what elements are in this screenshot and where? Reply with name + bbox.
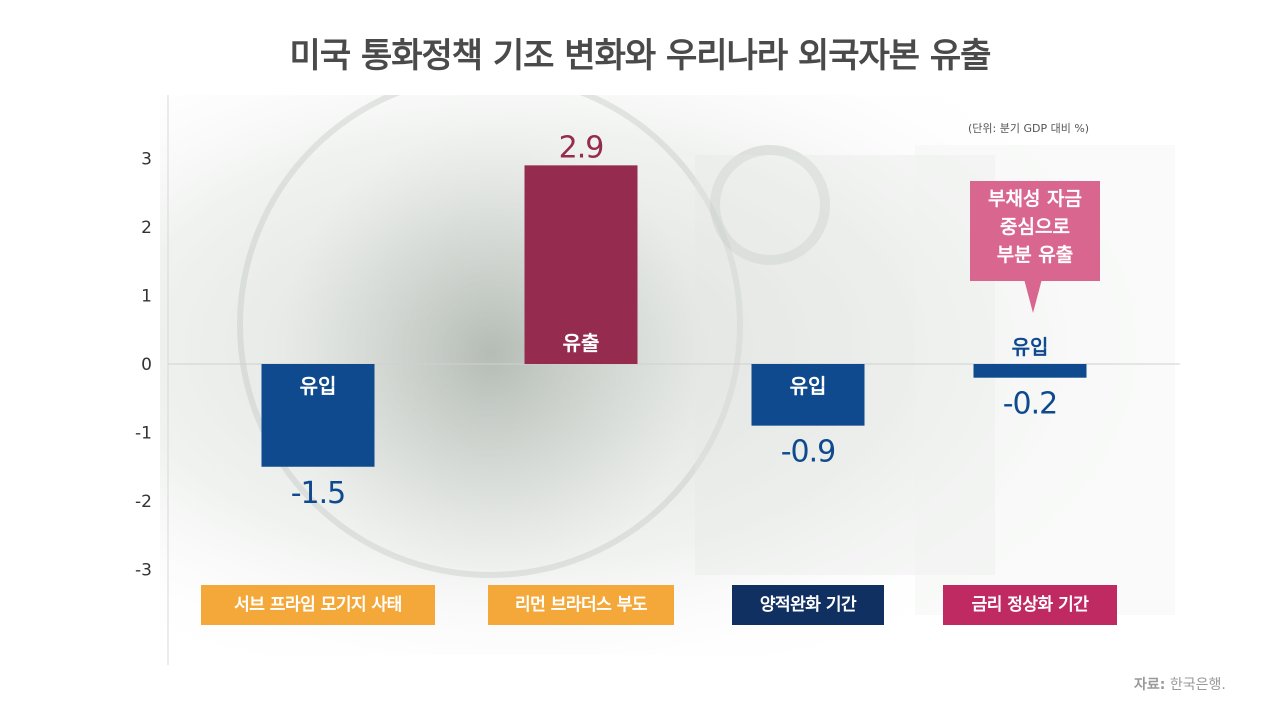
annotation-callout: 부채성 자금 중심으로 부분 유출 bbox=[970, 181, 1100, 281]
chart-title: 미국 통화정책 기조 변화와 우리나라 외국자본 유출 bbox=[289, 36, 992, 76]
source-text: 한국은행. bbox=[1169, 677, 1226, 693]
bar bbox=[973, 364, 1087, 378]
value-label: -1.5 bbox=[291, 476, 346, 511]
y-tick-label: -1 bbox=[135, 424, 152, 444]
bar bbox=[261, 364, 375, 467]
bar bbox=[751, 364, 865, 426]
value-label: 2.9 bbox=[559, 130, 604, 165]
bar bbox=[524, 165, 638, 364]
category-label: 서브 프라임 모기지 사태 bbox=[201, 585, 435, 625]
category-label: 금리 정상화 기간 bbox=[943, 585, 1117, 625]
bar-direction-label: 유입 bbox=[790, 374, 827, 398]
source-label: 자료: bbox=[1134, 677, 1166, 693]
source-note: 자료: 한국은행. bbox=[1134, 674, 1226, 694]
value-label: -0.9 bbox=[781, 435, 836, 470]
y-tick-label: -2 bbox=[135, 492, 152, 512]
bar-direction-label: 유출 bbox=[563, 331, 600, 355]
value-label: -0.2 bbox=[1003, 387, 1058, 422]
bar-direction-label: 유입 bbox=[300, 374, 337, 398]
y-tick-label: 1 bbox=[141, 287, 152, 307]
y-tick-label: 0 bbox=[141, 355, 152, 375]
callout-pointer bbox=[1024, 279, 1042, 313]
category-label: 양적완화 기간 bbox=[732, 585, 884, 625]
bar-direction-label: 유입 bbox=[1012, 335, 1049, 359]
y-tick-label: -3 bbox=[135, 561, 152, 581]
y-tick-label: 3 bbox=[141, 150, 152, 170]
y-tick-label: 2 bbox=[141, 218, 152, 238]
category-label: 리먼 브라더스 부도 bbox=[488, 585, 674, 625]
unit-note: (단위: 분기 GDP 대비 %) bbox=[968, 122, 1090, 135]
